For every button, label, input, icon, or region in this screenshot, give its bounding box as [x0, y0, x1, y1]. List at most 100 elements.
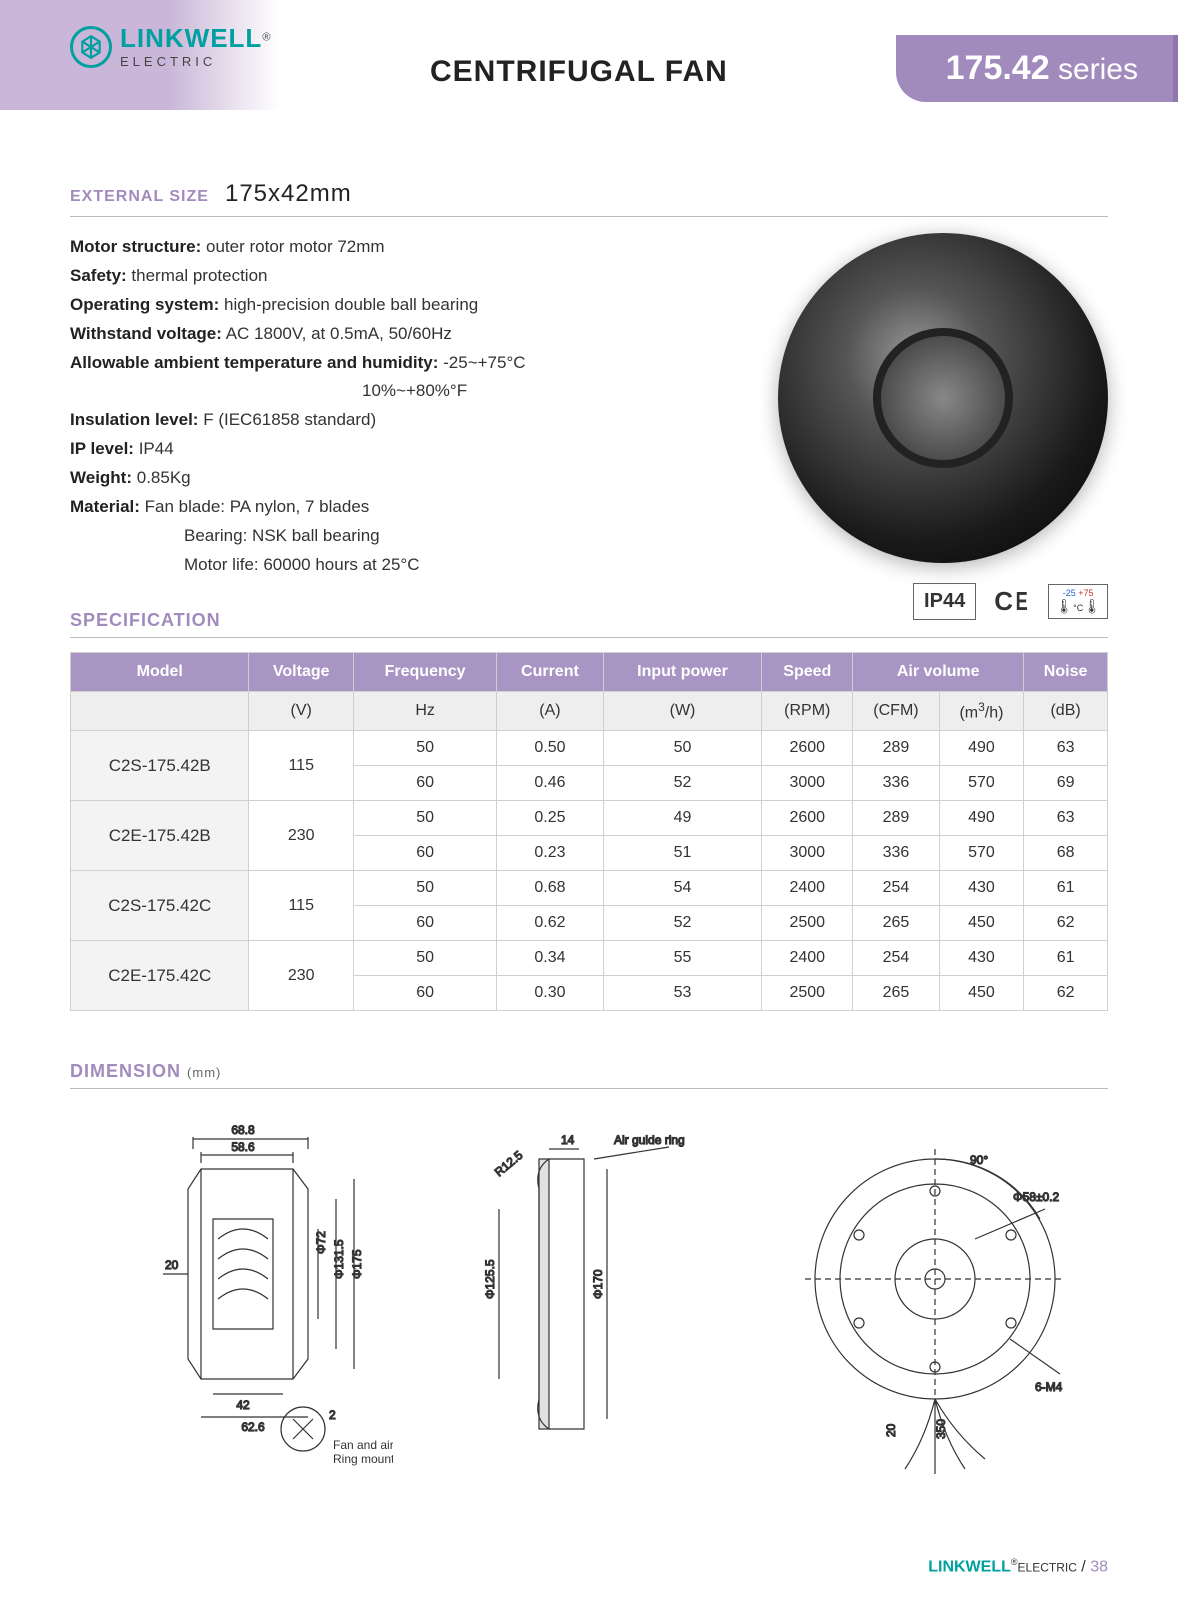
cell: 289: [853, 801, 940, 836]
u7: (m3/h): [939, 691, 1023, 730]
logo-icon: [70, 26, 112, 68]
th-current: Current: [497, 652, 603, 691]
svg-text:Φ170: Φ170: [591, 1269, 605, 1299]
cell-voltage: 115: [249, 871, 354, 941]
cell-voltage: 115: [249, 731, 354, 801]
detail-list: Motor structure: outer rotor motor 72mm …: [70, 233, 670, 580]
photo-hub: [873, 328, 1013, 468]
cell: 63: [1024, 731, 1108, 766]
cell: 430: [939, 871, 1023, 906]
footer-page: 38: [1090, 1558, 1108, 1575]
cell: 68: [1024, 836, 1108, 871]
cert-ce: CE: [994, 586, 1030, 617]
cell: 2500: [762, 976, 853, 1011]
cert-row: IP44 CE -25 +75 🌡°C🌡: [913, 583, 1108, 620]
svg-text:20: 20: [165, 1258, 179, 1272]
cell: 2400: [762, 941, 853, 976]
cell: 2400: [762, 871, 853, 906]
th-model: Model: [71, 652, 249, 691]
cell: 54: [603, 871, 762, 906]
th-freq: Frequency: [353, 652, 496, 691]
ext-size-label: EXTERNAL SIZE: [70, 188, 209, 205]
v-motor: outer rotor motor 72mm: [206, 237, 385, 256]
v-ip: IP44: [139, 439, 174, 458]
v-wv: AC 1800V, at 0.5mA, 50/60Hz: [226, 324, 452, 343]
v-w: 0.85Kg: [137, 468, 191, 487]
cert-ip: IP44: [913, 583, 976, 620]
u5: (RPM): [762, 691, 853, 730]
cell: 50: [353, 731, 496, 766]
header: LINKWELL® ELECTRIC CENTRIFUGAL FAN 175.4…: [0, 0, 1178, 110]
cell: 570: [939, 836, 1023, 871]
cell-model: C2S-175.42B: [71, 731, 249, 801]
svg-text:Φ58±0.2: Φ58±0.2: [1013, 1190, 1060, 1204]
cell-voltage: 230: [249, 941, 354, 1011]
svg-text:62.6: 62.6: [241, 1420, 265, 1434]
svg-text:58.6: 58.6: [231, 1140, 255, 1154]
cell: 0.30: [497, 976, 603, 1011]
d1-note: Fan and air guide: [333, 1438, 393, 1452]
footer: LINKWELL®ELECTRIC / 38: [928, 1557, 1108, 1576]
footer-sub: ELECTRIC: [1018, 1560, 1077, 1574]
cell: 0.62: [497, 906, 603, 941]
k-safety: Safety:: [70, 266, 127, 285]
cell: 60: [353, 906, 496, 941]
k-at: Allowable ambient temperature and humidi…: [70, 353, 438, 372]
cell: 0.23: [497, 836, 603, 871]
th-voltage: Voltage: [249, 652, 354, 691]
logo: LINKWELL® ELECTRIC: [70, 25, 270, 69]
cell: 69: [1024, 766, 1108, 801]
cell: 0.68: [497, 871, 603, 906]
cell: 430: [939, 941, 1023, 976]
cell: 265: [853, 906, 940, 941]
series-word: series: [1058, 53, 1138, 86]
spec-header-row: Model Voltage Frequency Current Input po…: [71, 652, 1108, 691]
cell: 336: [853, 836, 940, 871]
u4: (W): [603, 691, 762, 730]
k-motor: Motor structure:: [70, 237, 201, 256]
svg-text:Φ131.5: Φ131.5: [332, 1239, 346, 1279]
table-row: C2E-175.42C230500.3455240025443061: [71, 941, 1108, 976]
dim-title-row: DIMENSION (mm): [70, 1061, 1108, 1089]
cell: 52: [603, 906, 762, 941]
drawing-side: 68.8 58.6 20 Φ72: [93, 1119, 393, 1479]
footer-sep: /: [1077, 1558, 1090, 1575]
table-row: C2S-175.42C115500.6854240025443061: [71, 871, 1108, 906]
spec-unit-row: (V) Hz (A) (W) (RPM) (CFM) (m3/h) (dB): [71, 691, 1108, 730]
cell: 3000: [762, 766, 853, 801]
cell: 60: [353, 836, 496, 871]
th-speed: Speed: [762, 652, 853, 691]
cell: 0.50: [497, 731, 603, 766]
svg-text:Φ175: Φ175: [350, 1249, 364, 1279]
d1-note2: Ring mounting spacing: [333, 1452, 393, 1466]
k-w: Weight:: [70, 468, 132, 487]
cell-model: C2E-175.42B: [71, 801, 249, 871]
cell: 254: [853, 871, 940, 906]
table-row: C2E-175.42B230500.2549260028949063: [71, 801, 1108, 836]
cell: 2600: [762, 801, 853, 836]
brand-reg: ®: [262, 32, 270, 44]
cell: 254: [853, 941, 940, 976]
brand-name: LINKWELL: [120, 23, 262, 53]
cell: 50: [353, 871, 496, 906]
dim-unit: (mm): [187, 1065, 221, 1080]
cell: 336: [853, 766, 940, 801]
cell-voltage: 230: [249, 801, 354, 871]
v-at: -25~+75°C: [443, 353, 525, 372]
cell: 62: [1024, 976, 1108, 1011]
page-title: CENTRIFUGAL FAN: [430, 55, 728, 89]
cell: 289: [853, 731, 940, 766]
temp-hi: +75: [1078, 588, 1093, 598]
v-m2: Bearing: NSK ball bearing: [184, 526, 380, 545]
cell: 2500: [762, 906, 853, 941]
cell: 0.25: [497, 801, 603, 836]
cell-model: C2E-175.42C: [71, 941, 249, 1011]
u6: (CFM): [853, 691, 940, 730]
svg-text:68.8: 68.8: [231, 1123, 255, 1137]
cell: 450: [939, 906, 1023, 941]
svg-text:R12.5: R12.5: [492, 1148, 526, 1180]
footer-brand: LINKWELL: [928, 1558, 1011, 1575]
cell: 450: [939, 976, 1023, 1011]
svg-text:90°: 90°: [970, 1153, 988, 1167]
cell: 52: [603, 766, 762, 801]
